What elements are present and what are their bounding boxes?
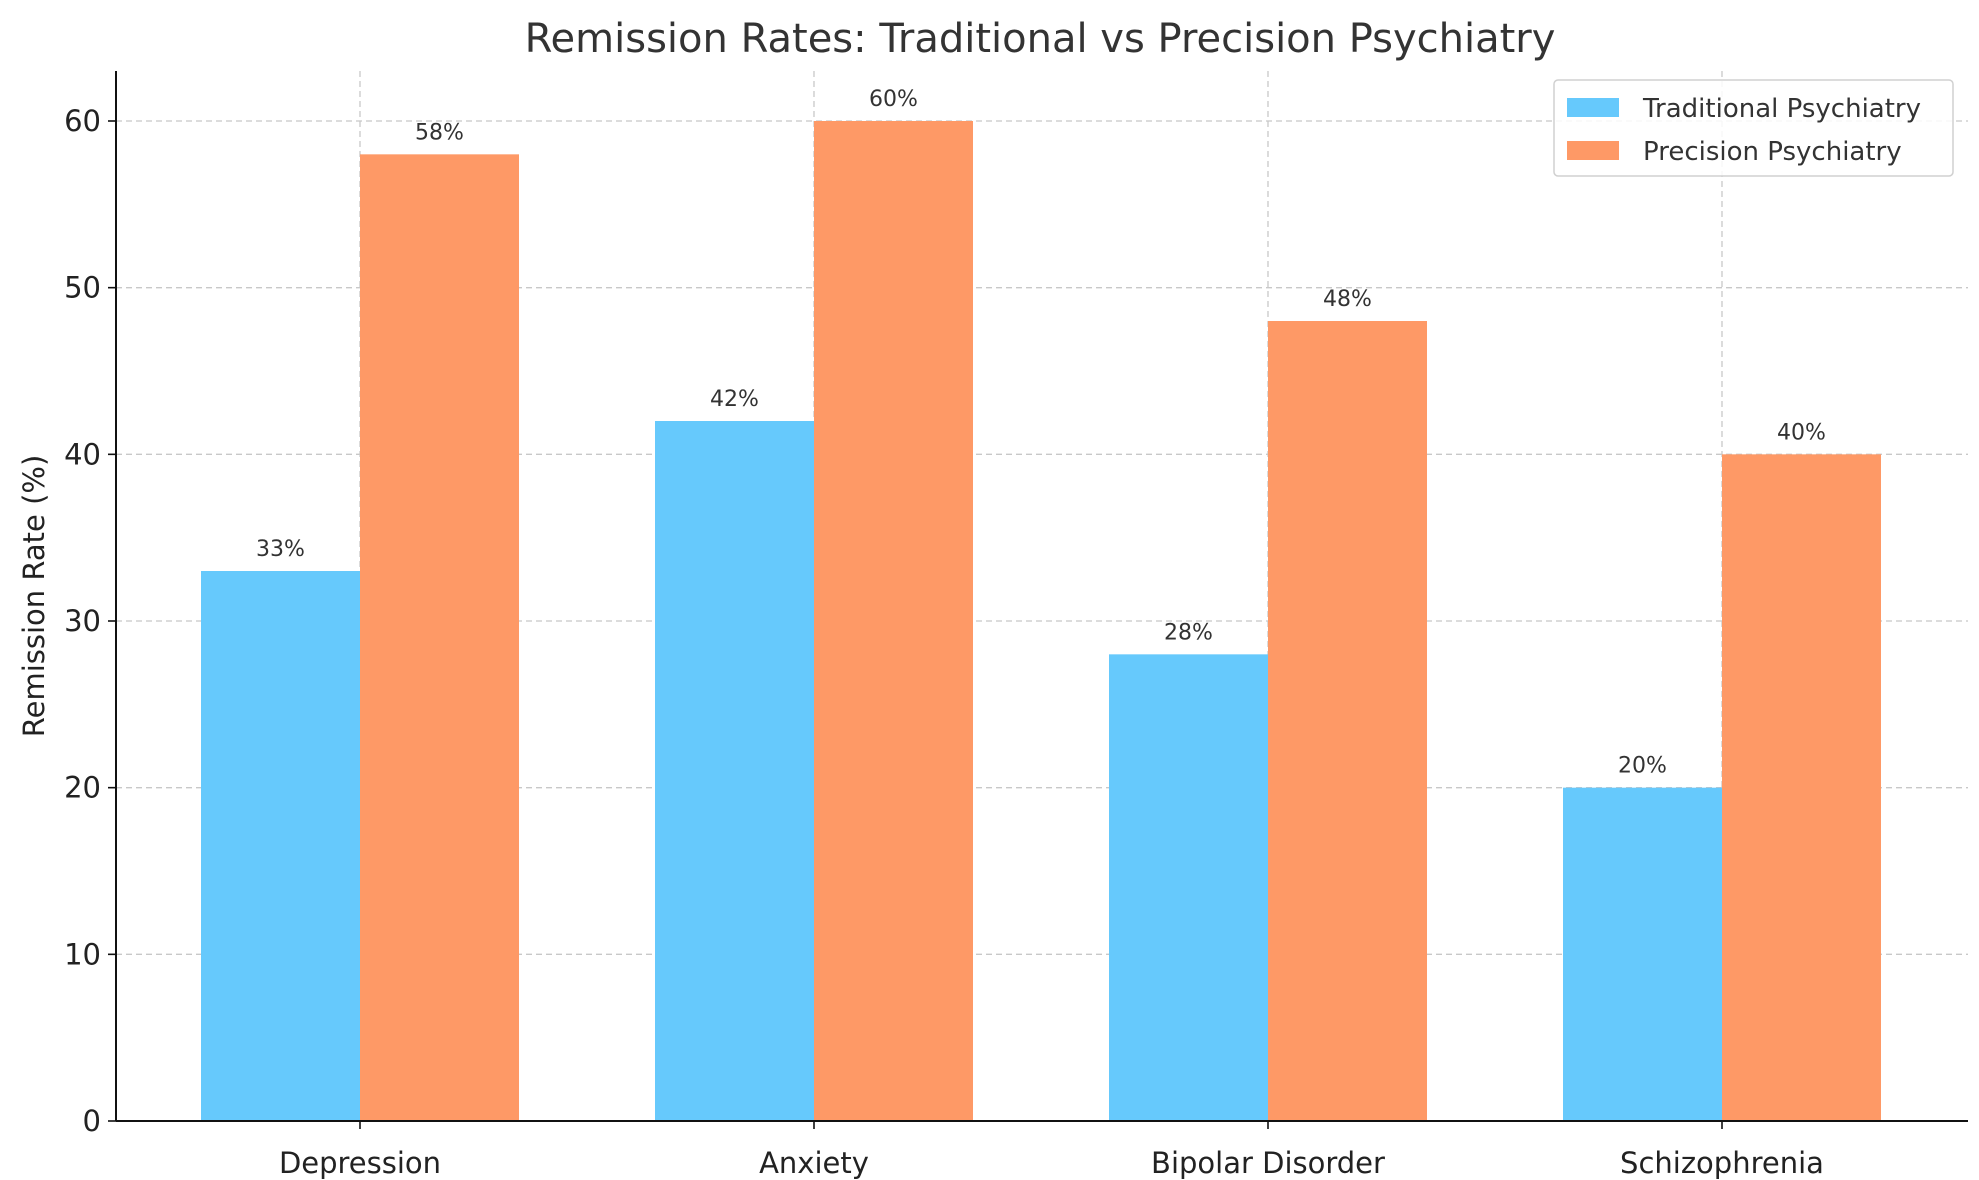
bar-traditional-bipolar-disorder [1109,654,1268,1121]
bar-value-label: 42% [710,387,759,412]
bar-traditional-depression [201,571,360,1121]
x-tick-label: Depression [279,1146,441,1180]
bar-value-label: 60% [869,87,918,112]
bar-value-label: 33% [256,537,305,562]
y-tick-label: 50 [64,271,101,305]
y-tick-label: 20 [64,771,101,805]
bar-value-label: 28% [1164,620,1213,645]
y-tick-label: 40 [64,437,101,471]
bar-precision-bipolar-disorder [1268,321,1427,1121]
y-tick-label: 30 [64,604,101,638]
bar-traditional-schizophrenia [1563,787,1722,1121]
legend-label-precision: Precision Psychiatry [1643,137,1902,167]
x-ticks: Depression Anxiety Bipolar Disorder Schizop… [279,1121,1824,1180]
bar-value-label: 48% [1323,287,1372,312]
legend-box [1553,79,1954,177]
bar-precision-schizophrenia [1722,454,1881,1121]
x-tick-label: Anxiety [759,1146,869,1180]
bar-precision-depression [360,154,519,1122]
legend-label-traditional: Traditional Psychiatry [1642,94,1921,124]
legend-swatch-traditional [1567,98,1619,117]
bar-value-label: 40% [1777,420,1826,445]
bar-value-label: 58% [415,120,464,145]
x-tick-label: Bipolar Disorder [1151,1146,1385,1180]
y-tick-label: 10 [64,937,101,971]
bar-precision-anxiety [814,121,973,1121]
y-axis-label: Remission Rate (%) [17,455,51,738]
bar-traditional-anxiety [655,421,814,1121]
legend-swatch-precision [1567,141,1619,160]
axes [115,71,1968,1122]
chart-title: Remission Rates: Traditional vs Precisio… [525,16,1556,62]
legend: Traditional Psychiatry Precision Psychia… [1553,79,1954,177]
y-tick-label: 60 [64,104,101,138]
bars: 33% 42% 28% 20% 58% 60% 48% 40% [201,87,1881,1122]
bar-value-label: 20% [1618,754,1667,779]
y-tick-label: 0 [83,1104,101,1138]
y-ticks: 0 10 20 30 40 50 60 [64,104,116,1138]
x-tick-label: Schizophrenia [1620,1146,1824,1180]
